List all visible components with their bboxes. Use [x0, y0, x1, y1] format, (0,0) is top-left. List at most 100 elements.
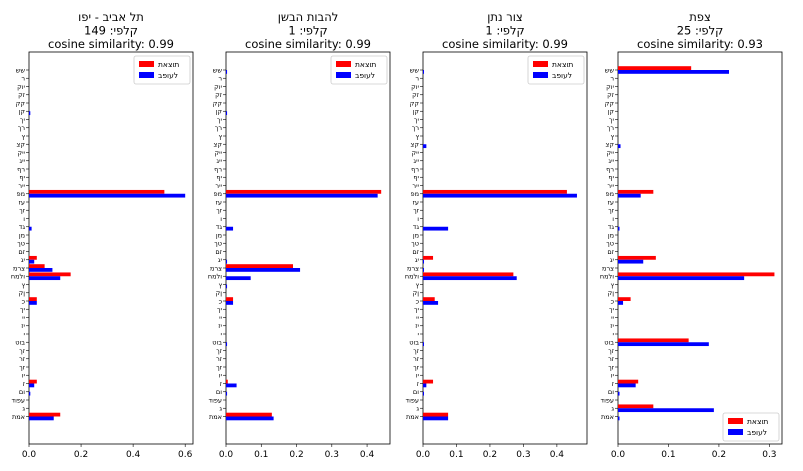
bar-predicted [423, 301, 439, 305]
bar-predicted [423, 193, 577, 198]
y-tick-label: שש [16, 66, 26, 74]
y-tick-label: יף [19, 174, 25, 182]
y-tick-label: יך [217, 116, 222, 124]
y-tick-label: ולמח [208, 273, 222, 281]
y-tick-label: זק [607, 91, 614, 99]
chart-title-line: קלפי: 149 [84, 24, 138, 38]
y-tick-label: יג [610, 256, 615, 264]
y-tick-label: יך [609, 116, 614, 124]
bar-predicted [618, 226, 620, 231]
legend: תוצאת לעופב [330, 55, 388, 85]
y-tick-label: ייק [606, 149, 614, 157]
y-tick-label: ץ [21, 281, 25, 289]
legend-label: תוצאת [355, 60, 376, 69]
bar-predicted [226, 391, 228, 396]
legend-swatch [336, 61, 351, 67]
bar-actual [618, 66, 692, 70]
legend-label: לעופב [355, 71, 375, 80]
chart-title-line: cosine similarity: 0.99 [442, 37, 568, 51]
bar-predicted [226, 284, 228, 289]
y-tick-label: טך [17, 240, 25, 248]
y-tick-label: רך [215, 124, 222, 132]
y-tick-label: אמת [209, 413, 222, 421]
bar-predicted [618, 416, 620, 421]
y-tick-label: יך [414, 116, 419, 124]
y-tick-label: ז [417, 380, 419, 388]
y-tick-label: ייג [413, 157, 419, 165]
y-tick-label: ייג [19, 157, 25, 165]
x-tick-label: 0.6 [178, 450, 193, 460]
x-tick-label: 0.1 [254, 450, 268, 460]
bar-actual [618, 404, 654, 409]
y-tick-label: ג [416, 405, 419, 413]
y-tick-label: זך [413, 363, 419, 371]
bar-actual [29, 255, 37, 260]
y-tick-label: ום [19, 388, 25, 396]
legend-swatch [139, 72, 154, 78]
y-tick-label: ןק [216, 289, 223, 297]
y-tick-label: ץ [21, 132, 25, 140]
y-tick-label: גד [608, 223, 615, 231]
y-tick-label: ר [610, 75, 614, 83]
y-tick-label: זם [215, 248, 222, 256]
y-tick-label: יז [218, 322, 222, 330]
chart-title-line: צור נתן [487, 10, 522, 24]
y-tick-label: יך [217, 306, 222, 314]
bar-predicted [618, 301, 624, 305]
bar-predicted [226, 383, 237, 388]
bar-predicted [226, 111, 228, 116]
y-tick-label: ולמח [11, 273, 25, 281]
y-tick-label: זך [413, 347, 419, 355]
bar-actual [618, 338, 689, 343]
y-tick-label: ז [220, 380, 222, 388]
y-tick-label: ז [23, 380, 25, 388]
y-tick-label: יך [414, 306, 419, 314]
bar-predicted [226, 70, 228, 74]
y-tick-label: ג [611, 405, 614, 413]
y-tick-label: קצ [17, 141, 26, 149]
plot-frame [617, 51, 783, 445]
x-tick-label: 0.4 [126, 450, 141, 460]
y-tick-label: עפוד [406, 396, 419, 404]
y-tick-label: ז [612, 380, 614, 388]
y-tick-label: זם [607, 248, 614, 256]
y-tick-label: יי [416, 314, 419, 322]
y-tick-label: יג [218, 256, 223, 264]
y-tick-label: י [613, 330, 615, 338]
bar-predicted [29, 391, 31, 396]
y-tick-label: אמת [406, 413, 419, 421]
bar-actual [423, 379, 434, 384]
y-tick-label: כ [611, 297, 615, 305]
chart-title-line: cosine similarity: 0.99 [245, 37, 371, 51]
y-tick-label: עז [216, 198, 222, 206]
y-tick-label: רף [411, 165, 419, 173]
bar-predicted [226, 259, 228, 264]
y-tick-label: גד [413, 223, 420, 231]
y-tick-label: זם [412, 248, 419, 256]
y-tick-label: עפוד [601, 396, 614, 404]
y-tick-label: כ [219, 297, 223, 305]
x-tick-label: 0.3 [325, 450, 339, 460]
y-tick-label: כ [416, 297, 420, 305]
x-tick-label: 0.3 [762, 450, 776, 460]
y-tick-label: זך [608, 363, 614, 371]
y-tick-label: קק [410, 99, 420, 107]
bar-predicted [226, 301, 234, 305]
y-tick-label: ולמח [405, 273, 419, 281]
y-tick-label: ץ [218, 281, 222, 289]
x-tick-label: 0.4 [360, 450, 375, 460]
y-tick-label: יג [21, 256, 26, 264]
y-tick-label: יף [608, 174, 614, 182]
y-tick-label: זק [18, 91, 25, 99]
y-tick-label: צרמ [210, 264, 222, 272]
chart-title-line: תל אביב - יפו [78, 10, 144, 24]
y-tick-label: ג [219, 405, 222, 413]
y-tick-label: בוט [212, 339, 222, 347]
y-tick-label: מפ [214, 190, 222, 198]
y-tick-label: זר [413, 355, 419, 363]
bar-predicted [423, 391, 425, 396]
bar-actual [29, 189, 165, 194]
y-tick-label: יי [219, 314, 222, 322]
